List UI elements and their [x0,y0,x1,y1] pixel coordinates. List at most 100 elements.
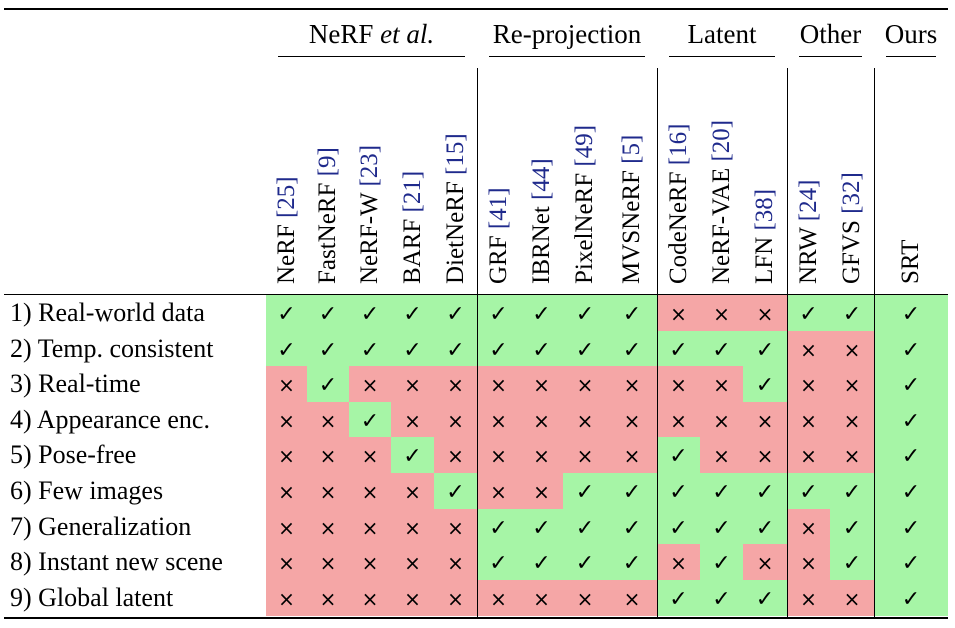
cross-cell: × [434,579,477,616]
column-name: NeRF [272,218,300,284]
check-cell: ✓ [874,544,948,581]
citation-link[interactable]: [49] [571,124,598,167]
cross-cell: × [307,508,349,545]
group-header-text: Ours [884,19,938,49]
cross-cell: × [349,366,391,403]
row-label: 1) Real-world data [10,298,205,327]
cross-icon: × [756,551,774,576]
cross-cell: × [477,473,520,510]
cross-icon: × [278,551,295,576]
column-name: GFVS [838,213,865,284]
cross-icon: × [447,586,464,611]
cross-icon: × [713,373,730,398]
check-icon: ✓ [901,515,921,541]
cross-icon: × [278,480,295,504]
cross-cell: × [434,544,477,581]
row-label: 5) Pose-free [10,440,137,470]
cross-icon: × [843,408,861,433]
cross-cell: × [700,295,743,332]
citation-link[interactable]: [24] [794,179,822,222]
cross-icon: × [319,586,337,611]
check-icon: ✓ [446,337,465,363]
cross-icon: × [713,444,730,469]
check-icon: ✓ [712,515,731,541]
header-rule [4,294,948,295]
citation-link[interactable]: [5] [618,134,645,164]
check-cell: ✓ [700,508,743,545]
check-icon: ✓ [712,586,731,612]
check-icon: ✓ [622,480,642,505]
citation-link[interactable]: [9] [314,147,341,177]
citation-link[interactable]: [32] [838,172,865,214]
cross-cell: × [607,437,657,474]
check-cell: ✓ [657,579,700,616]
group-header: Re-projection [477,14,657,54]
cross-cell: × [520,473,563,510]
citation-link[interactable]: [38] [751,188,778,231]
cross-icon: × [447,408,464,433]
check-icon: ✓ [622,302,642,327]
cross-icon: × [490,444,507,469]
citation-link[interactable]: [16] [664,123,692,166]
cross-icon: × [404,551,421,576]
column-header-text: IBRNet [44] [528,158,556,284]
cross-icon: × [404,586,421,611]
check-cell: ✓ [700,544,743,581]
cross-cell: × [563,401,607,438]
check-cell: ✓ [563,295,607,332]
check-cell: ✓ [563,473,607,510]
cross-cell: × [307,544,349,581]
row-label: 4) Appearance enc. [10,404,210,434]
group-header: Latent [657,14,787,54]
check-icon: ✓ [901,408,921,434]
citation-link[interactable]: [21] [398,170,426,213]
check-cell: ✓ [266,330,307,367]
check-icon: ✓ [360,337,380,363]
check-icon: ✓ [901,337,921,363]
row-label: 2) Temp. consistent [10,333,214,363]
cross-icon: × [404,373,421,398]
check-cell: ✓ [874,473,948,510]
check-icon: ✓ [403,337,422,363]
check-cell: ✓ [874,508,948,545]
cross-cell: × [520,437,563,474]
check-cell: ✓ [743,366,787,403]
cross-icon: × [490,373,507,398]
citation-link[interactable]: [25] [272,176,300,219]
citation-link[interactable]: [41] [484,187,512,230]
cross-cell: × [307,579,349,616]
check-cell: ✓ [700,473,743,510]
cross-icon: × [319,515,337,540]
check-cell: ✓ [349,401,391,438]
check-icon: ✓ [622,515,642,541]
cross-icon: × [404,515,421,540]
cross-cell: × [657,366,700,403]
cross-cell: × [266,579,307,616]
cross-cell: × [307,401,349,438]
check-icon: ✓ [669,337,688,363]
citation-link[interactable]: [44] [527,158,555,200]
check-cell: ✓ [830,544,874,581]
check-icon: ✓ [622,337,642,363]
column-header-text: MVSNeRF [5] [618,135,646,284]
cross-cell: × [391,473,434,510]
cross-icon: × [713,408,730,433]
cross-icon: × [278,408,295,433]
cross-cell: × [787,366,830,403]
cross-cell: × [434,401,477,438]
citation-link[interactable]: [15] [441,133,469,175]
citation-link[interactable]: [23] [356,144,383,187]
citation-link[interactable]: [20] [707,119,735,162]
check-cell: ✓ [391,330,434,367]
column-header-text: SRT [897,240,925,284]
check-icon: ✓ [575,480,595,505]
cross-icon: × [447,444,464,469]
check-icon: ✓ [575,515,595,541]
cross-icon: × [447,373,464,398]
cross-cell: × [743,437,787,474]
check-icon: ✓ [318,373,338,399]
cross-icon: × [319,480,337,504]
check-cell: ✓ [607,473,657,510]
check-cell: ✓ [830,508,874,545]
cross-cell: × [477,401,520,438]
